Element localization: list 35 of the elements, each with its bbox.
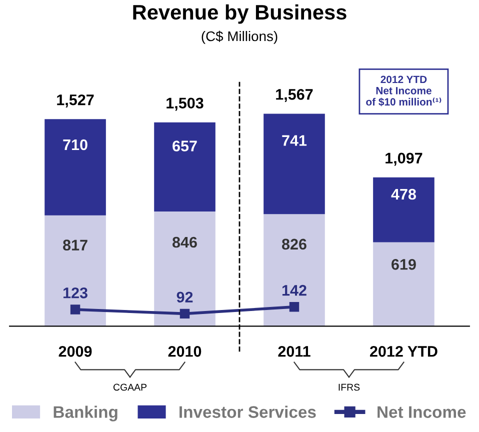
chart-subtitle: (C$ Millions): [202, 30, 278, 44]
data-label: 142: [282, 284, 306, 296]
data-label: 846: [172, 236, 197, 248]
chart-title: Revenue by Business: [133, 4, 346, 24]
bar: [154, 122, 216, 212]
legend-label: Investor Services: [180, 406, 316, 418]
text: CGAAP: [113, 384, 147, 391]
data-label: 657: [172, 140, 197, 152]
data-label: 817: [63, 240, 88, 251]
x-tick-label: 2012 YTD: [370, 346, 438, 357]
bar: [373, 242, 434, 326]
bar: [44, 215, 106, 326]
bar: [44, 119, 106, 216]
total-label: 1,097: [386, 152, 422, 166]
legend-label: Net Income: [378, 406, 466, 418]
data-label: 741: [282, 135, 307, 146]
data-label: 710: [63, 139, 88, 150]
data-label: 619: [392, 259, 416, 270]
total-label: 1,567: [276, 89, 313, 102]
x-tick-label: 2011: [278, 346, 310, 357]
data-label: 92: [176, 292, 193, 303]
total-label: 1,527: [57, 94, 94, 108]
total-label: 1,503: [166, 98, 204, 111]
data-label: 826: [282, 238, 306, 250]
bar: [264, 214, 325, 326]
annotation: 2012 YTD Net Income of $10 million⁽¹⁾: [366, 76, 442, 106]
x-tick-label: 2010: [168, 346, 202, 357]
data-label: 478: [391, 188, 416, 200]
x-tick-label: 2009: [58, 346, 92, 357]
legend-label: Banking: [54, 406, 118, 422]
text: IFRS: [338, 384, 360, 391]
data-label: 123: [63, 288, 88, 298]
bar: [373, 177, 434, 242]
bar: [154, 211, 216, 326]
bar: [264, 114, 325, 214]
